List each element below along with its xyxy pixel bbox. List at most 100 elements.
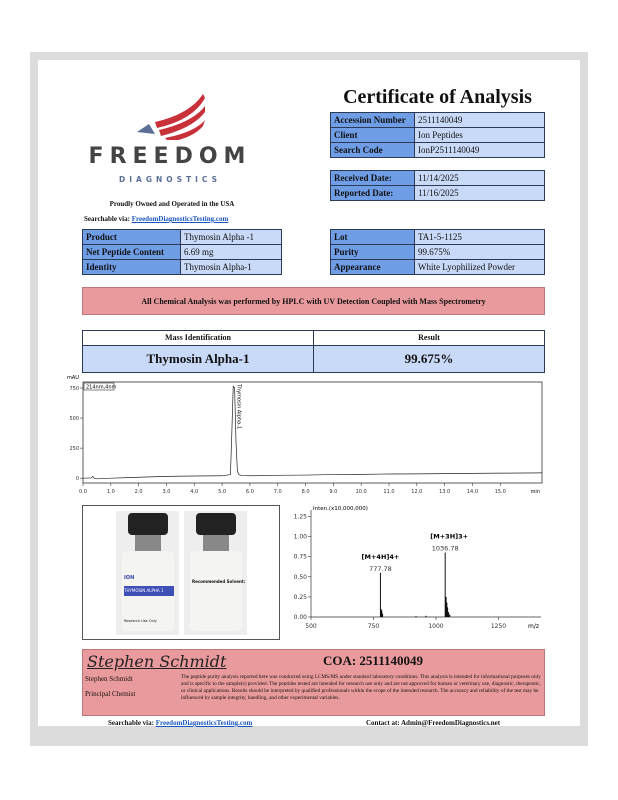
vial-front-photo: ION THYMOSIN ALPHA 1 Research Use Only xyxy=(116,511,179,635)
peak-mz-label: 1036.78 xyxy=(432,545,459,553)
vial-photos: ION THYMOSIN ALPHA 1 Research Use Only R… xyxy=(82,505,280,640)
x-tick-label: 11.0 xyxy=(383,489,394,495)
x-tick-label: 13.0 xyxy=(439,489,450,495)
mass-identity: Thymosin Alpha-1 xyxy=(83,346,314,372)
row-key: Identity xyxy=(82,259,181,275)
x-tick-label: 500 xyxy=(305,623,317,630)
plot-frame xyxy=(82,381,543,484)
table-row: Product Thymosin Alpha -1 xyxy=(82,229,282,245)
y-axis-label: Inten.(x10,000,000) xyxy=(313,506,368,512)
x-tick-label: 6.0 xyxy=(246,489,254,495)
x-tick-label: 4.0 xyxy=(190,489,198,495)
row-key: Net Peptide Content xyxy=(82,244,181,260)
table-row: Purity 99.675% xyxy=(330,244,545,260)
y-tick-label: 1.25 xyxy=(294,513,308,520)
row-key: Search Code xyxy=(330,142,415,158)
row-value: Thymosin Alpha -1 xyxy=(180,229,282,245)
row-value: Thymosin Alpha-1 xyxy=(180,259,282,275)
product-table: Product Thymosin Alpha -1 Net Peptide Cont… xyxy=(82,229,282,275)
row-value: 6.69 mg xyxy=(180,244,282,260)
table-row: Accession Number 2511140049 xyxy=(330,112,545,128)
row-key: Appearance xyxy=(330,259,415,275)
table-row: Client Ion Peptides xyxy=(330,127,545,143)
lot-table: Lot TA1-5-1125 Purity 99.675% Appearance Whit… xyxy=(330,229,545,275)
row-value: 11/16/2025 xyxy=(414,185,545,201)
vial-label: THYMOSIN ALPHA 1 xyxy=(124,586,174,596)
y-tick-label: 0.75 xyxy=(294,554,308,561)
x-tick-label: 12.0 xyxy=(411,489,422,495)
footer-contact: Contact at: Admin@FreedomDiagnostics.net xyxy=(366,719,501,727)
x-tick-label: 1000 xyxy=(428,623,443,630)
row-value: Ion Peptides xyxy=(414,127,545,143)
vial-brand: ION xyxy=(124,575,135,581)
mass-header: Mass Identification xyxy=(83,331,314,345)
mass-table: Mass Identification Result Thymosin Alph… xyxy=(82,330,545,373)
legend-label: 214nm,4nm xyxy=(86,385,117,391)
y-axis-label: mAU xyxy=(67,375,79,381)
table-row: Net Peptide Content 6.69 mg xyxy=(82,244,282,260)
dates-table: Received Date: 11/14/2025 Reported Date: 11… xyxy=(330,170,545,201)
flag-logo-icon xyxy=(137,94,205,140)
chemist-name: Stephen Schmidt xyxy=(85,675,133,683)
x-unit: m/z xyxy=(528,623,539,630)
row-value: 99.675% xyxy=(414,244,545,260)
x-tick-label: 0.0 xyxy=(79,489,87,495)
x-tick-label: 14.0 xyxy=(467,489,478,495)
row-key: Accession Number xyxy=(330,112,415,128)
disclaimer: The peptide purity analysis reported her… xyxy=(181,674,541,701)
site-link[interactable]: FreedomDiagnosticsTesting.com xyxy=(131,215,229,223)
footer-site-link[interactable]: FreedomDiagnosticsTesting.com xyxy=(155,719,253,727)
row-value: IonP2511140049 xyxy=(414,142,545,158)
brand-sub: DIAGNOSTICS xyxy=(119,175,221,184)
row-key: Received Date: xyxy=(330,170,415,186)
peak-ion-label: [M+4H]4+ xyxy=(362,553,400,561)
table-row: Lot TA1-5-1125 xyxy=(330,229,545,245)
vial-back-photo: Recommended Solvent: xyxy=(184,511,247,635)
x-tick-label: 2.0 xyxy=(135,489,143,495)
x-tick-label: 15.0 xyxy=(495,489,506,495)
row-value: TA1-5-1125 xyxy=(414,229,545,245)
y-tick-label: 0.00 xyxy=(294,614,308,621)
coa-number: COA: 2511140049 xyxy=(322,653,424,668)
row-key: Product xyxy=(82,229,181,245)
x-tick-label: 3.0 xyxy=(162,489,170,495)
vial-back-title: Recommended Solvent: xyxy=(192,579,246,584)
x-tick-label: 8.0 xyxy=(302,489,310,495)
footer-searchable: Searchable via: FreedomDiagnosticsTestin… xyxy=(108,719,252,727)
accession-table: Accession Number 2511140049 Client Ion Pept… xyxy=(330,112,545,158)
hplc-chromatogram: mAU 214nm,4nm 0 250 500 750 0.0 1.0 2.0 3.0 4.0 5.0… xyxy=(67,375,543,495)
mass-spectrum: Inten.(x10,000,000) 0.00 0.25 0.50 0.75 1.00 1… xyxy=(294,506,541,630)
peak-ion-label: [M+3H]3+ xyxy=(430,533,468,541)
vial-ruo: Research Use Only xyxy=(124,619,157,623)
signature-panel: Stephen Schmidt COA: 2511140049 Stephen … xyxy=(82,649,545,716)
peak-mz-label: 777.78 xyxy=(369,565,392,573)
table-row: Identity Thymosin Alpha-1 xyxy=(82,259,282,275)
y-tick-label: 1.00 xyxy=(294,534,308,541)
page-title: Certificate of Analysis xyxy=(343,86,532,108)
table-row: Reported Date: 11/16/2025 xyxy=(330,185,545,201)
y-tick-label: 750 xyxy=(69,386,79,392)
brand-name: FREEDOM xyxy=(88,144,252,169)
row-value: White Lyophilized Powder xyxy=(414,259,545,275)
x-tick-label: 1.0 xyxy=(107,489,115,495)
searchable-label: Searchable via: xyxy=(84,215,130,223)
x-tick-label: 9.0 xyxy=(329,489,337,495)
x-tick-label: 10.0 xyxy=(356,489,367,495)
row-key: Purity xyxy=(330,244,415,260)
y-tick-label: 0.50 xyxy=(294,574,308,581)
x-tick-label: 1250 xyxy=(491,623,506,630)
searchable-line: Searchable via: FreedomDiagnosticsTestin… xyxy=(84,215,228,223)
table-row: Appearance White Lyophilized Powder xyxy=(330,259,545,275)
row-value: 11/14/2025 xyxy=(414,170,545,186)
x-tick-label: 7.0 xyxy=(274,489,282,495)
chemist-role: Principal Chemist xyxy=(85,690,136,698)
signature: Stephen Schmidt xyxy=(87,652,227,671)
x-unit: min xyxy=(531,489,540,495)
peak-label: Thymosin Alpha-1 xyxy=(235,383,241,429)
row-key: Client xyxy=(330,127,415,143)
mass-result: 99.675% xyxy=(404,351,454,366)
row-key: Reported Date: xyxy=(330,185,415,201)
y-tick-label: 0 xyxy=(76,476,79,482)
row-value: 2511140049 xyxy=(414,112,545,128)
tagline: Proudly Owned and Operated in the USA xyxy=(109,200,235,208)
